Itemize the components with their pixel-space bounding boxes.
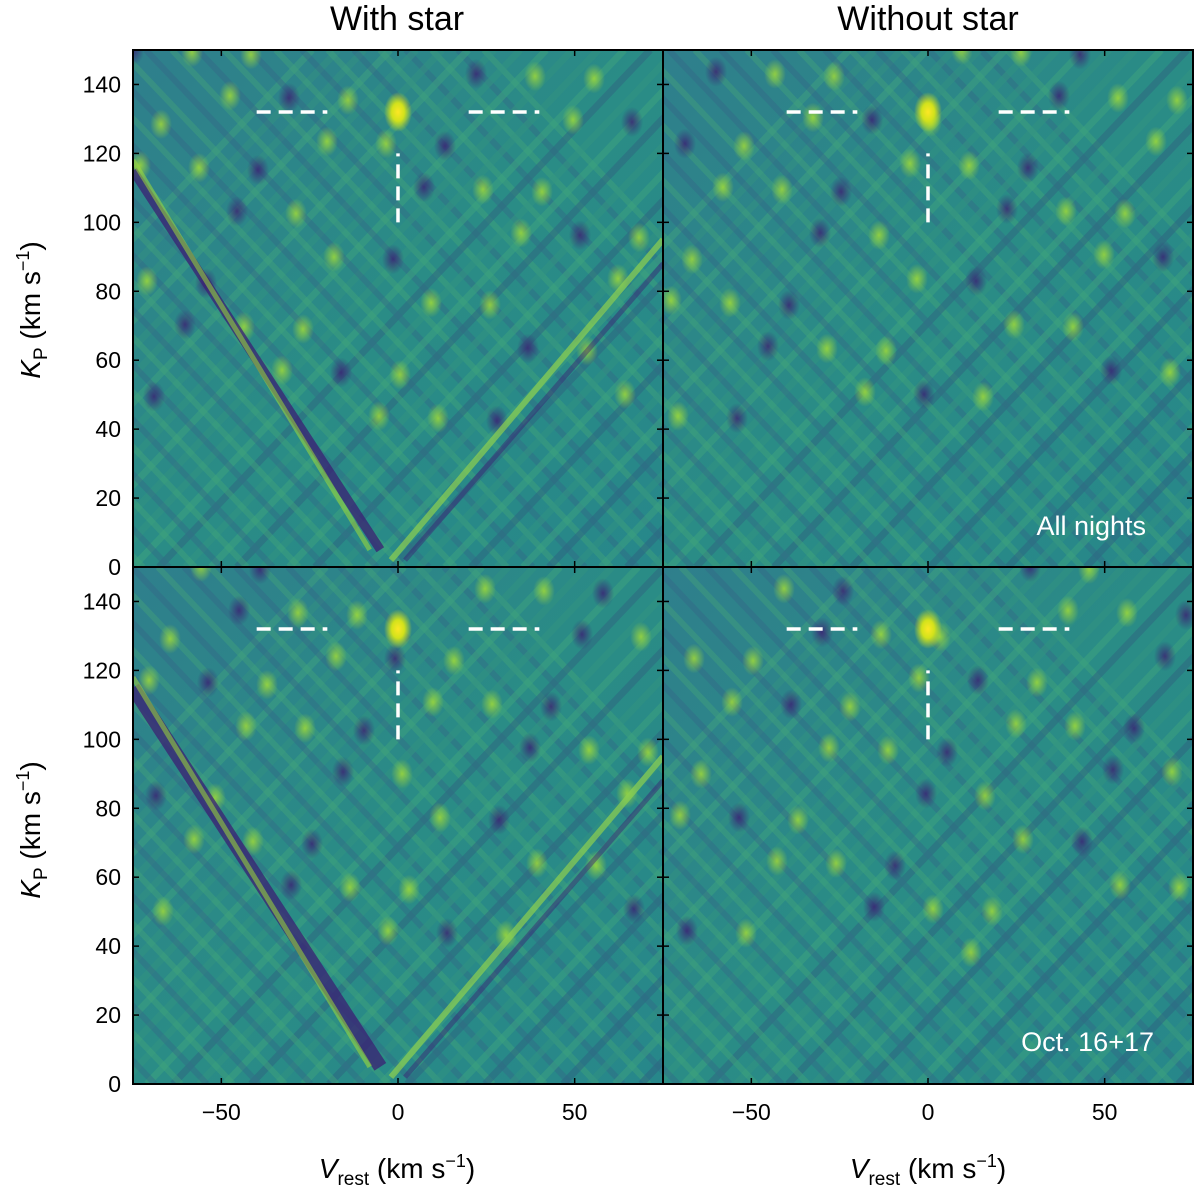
- panel-with-star-oct: [132, 566, 664, 1085]
- x-axis-label-right: Vrest (km s−1): [850, 1151, 1006, 1190]
- x-tick-label: 0: [392, 1099, 405, 1125]
- row-label-all-nights: All nights: [1036, 511, 1146, 541]
- y-tick-label: 140: [83, 588, 121, 614]
- row-label-oct: Oct. 16+17: [1021, 1027, 1154, 1057]
- panel-without-star-oct: [662, 566, 1194, 1085]
- signal-peak: [384, 92, 412, 133]
- col-title-with-star: With star: [330, 0, 464, 38]
- y-tick-label: 140: [83, 71, 121, 97]
- y-tick-label: 40: [95, 933, 121, 959]
- heatmap-blobs: [133, 50, 650, 436]
- stellar-residual-streaks: [133, 158, 663, 563]
- y-tick-label: 60: [95, 347, 121, 373]
- signal-peak: [914, 92, 942, 133]
- y-tick-label: 40: [95, 416, 121, 442]
- y-tick-label: 80: [95, 795, 121, 821]
- panels: [132, 49, 1194, 1085]
- heatmap-blobs: [138, 567, 659, 951]
- y-tick-label: 80: [95, 278, 121, 304]
- y-tick-label: 0: [108, 554, 121, 580]
- y-axis-label-bottom: KP (km s−1): [13, 761, 52, 898]
- col-title-without-star: Without star: [837, 0, 1018, 38]
- y-tick-label: 60: [95, 864, 121, 890]
- signal-peak: [384, 609, 412, 650]
- y-tick-label: 20: [95, 485, 121, 511]
- tick-labels: 0 20 40 60 80 100 120 140 0 20 40 60 80 100 120 140 −50 0…: [83, 71, 1118, 1125]
- heatmap-texture: [663, 567, 1193, 1084]
- x-axis-label-left: Vrest (km s−1): [319, 1151, 475, 1190]
- y-tick-label: 100: [83, 209, 121, 235]
- heatmap-blobs: [663, 50, 1188, 434]
- heatmap-blobs: [669, 567, 1193, 968]
- x-tick-label: 50: [562, 1099, 588, 1125]
- x-tick-label: 0: [922, 1099, 935, 1125]
- y-tick-label: 0: [108, 1071, 121, 1097]
- panel-without-star-all-nights: [662, 49, 1194, 568]
- y-tick-label: 100: [83, 726, 121, 752]
- x-tick-label: −50: [732, 1099, 771, 1125]
- stellar-residual-streaks: [133, 675, 663, 1080]
- y-tick-label: 120: [83, 140, 121, 166]
- y-tick-label: 120: [83, 657, 121, 683]
- x-tick-label: −50: [202, 1099, 241, 1125]
- y-tick-label: 20: [95, 1002, 121, 1028]
- signal-peak: [914, 609, 942, 650]
- heatmap-texture: [663, 50, 1193, 567]
- panel-with-star-all-nights: [132, 49, 664, 568]
- heatmap-texture: [133, 50, 663, 567]
- y-axis-label-top: KP (km s−1): [13, 241, 52, 378]
- x-tick-label: 50: [1092, 1099, 1118, 1125]
